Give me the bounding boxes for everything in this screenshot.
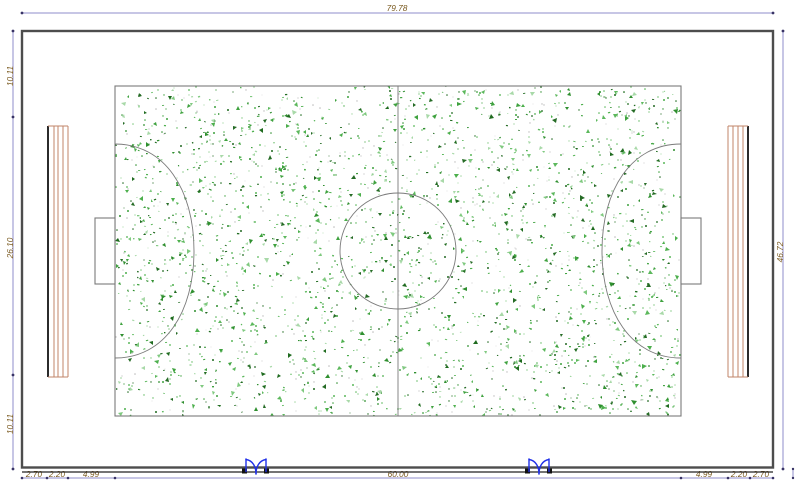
- svg-text:2.20: 2.20: [730, 469, 748, 479]
- svg-text:60.00: 60.00: [388, 469, 409, 479]
- svg-text:4.99: 4.99: [83, 469, 100, 479]
- svg-text:10.11: 10.11: [5, 66, 15, 86]
- svg-text:46.72: 46.72: [775, 241, 785, 262]
- svg-text:26.10: 26.10: [5, 237, 15, 259]
- svg-text:2.70: 2.70: [752, 469, 770, 479]
- svg-text:79.78: 79.78: [387, 3, 408, 13]
- svg-text:4.99: 4.99: [696, 469, 713, 479]
- svg-text:2.70: 2.70: [25, 469, 43, 479]
- svg-text:2.20: 2.20: [48, 469, 66, 479]
- svg-text:10.11: 10.11: [5, 414, 15, 434]
